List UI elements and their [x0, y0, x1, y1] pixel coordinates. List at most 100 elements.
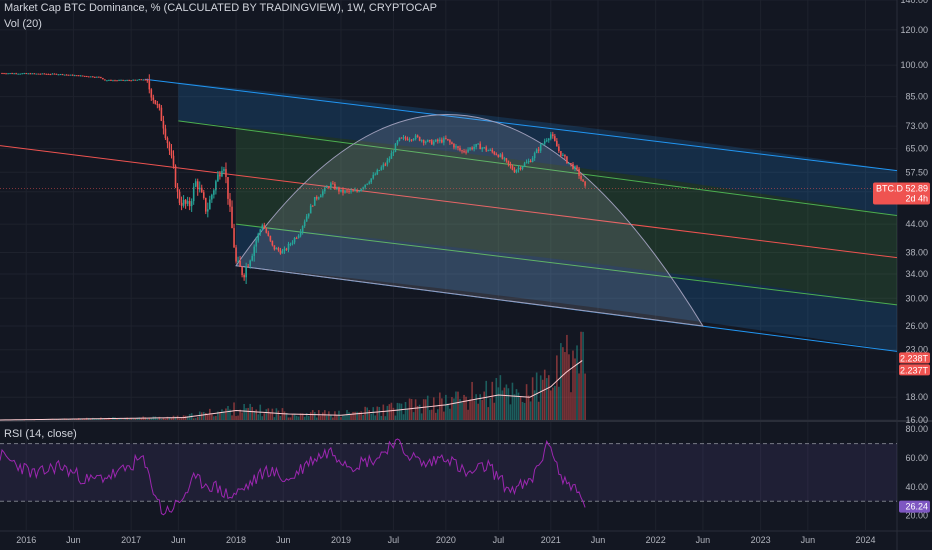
- candle-body: [402, 137, 405, 139]
- candle-body: [342, 189, 344, 193]
- volume-bar: [372, 407, 375, 420]
- volume-bar: [570, 392, 572, 420]
- volume-bar: [196, 416, 199, 420]
- volume-bar: [481, 399, 483, 420]
- volume-bar: [215, 415, 217, 420]
- volume-bar: [554, 385, 556, 420]
- rsi-band-fill: [0, 443, 897, 502]
- candle-body: [51, 73, 54, 75]
- volume-bar: [200, 412, 203, 420]
- candle-body: [223, 169, 225, 171]
- volume-bar: [285, 412, 288, 420]
- volume-bar: [330, 415, 332, 420]
- candle-body: [467, 149, 469, 152]
- candle-body: [124, 80, 126, 82]
- volume-bar: [537, 401, 540, 420]
- candle-body: [251, 255, 253, 261]
- candle-body: [414, 135, 417, 139]
- volume-bar: [255, 409, 258, 420]
- volume-bar: [265, 409, 268, 420]
- candle-body: [326, 187, 328, 189]
- candle-body: [412, 138, 415, 140]
- symbol-title[interactable]: Market Cap BTC Dominance, % (CALCULATED …: [4, 2, 437, 14]
- candle-body: [430, 140, 433, 145]
- volume-bar: [253, 411, 256, 420]
- candle-body: [580, 175, 582, 180]
- candle-body: [348, 190, 350, 192]
- candle-body: [49, 74, 52, 76]
- candle-body: [279, 250, 282, 254]
- candle-body: [182, 199, 185, 206]
- volume-bar: [477, 403, 479, 420]
- candle-body: [188, 201, 191, 207]
- candle-body: [96, 76, 98, 78]
- candle-body: [202, 192, 205, 198]
- rsi-legend[interactable]: RSI (14, close): [4, 428, 77, 440]
- candle-body: [408, 139, 411, 141]
- volume-bar: [360, 411, 362, 420]
- volume-bar: [584, 373, 586, 420]
- time-axis-label: Jun: [276, 535, 291, 545]
- candle-body: [560, 151, 562, 156]
- candle-body: [148, 80, 151, 90]
- candle-body: [406, 138, 409, 141]
- volume-bar: [184, 415, 187, 420]
- price-axis-label: 34.00: [905, 269, 928, 279]
- candle-body: [420, 140, 423, 142]
- candle-body: [106, 80, 108, 82]
- candle-body: [267, 232, 270, 236]
- volume-bar: [223, 411, 225, 420]
- volume-bar: [471, 381, 473, 420]
- volume-bar: [443, 411, 445, 420]
- candle-body: [285, 248, 288, 250]
- volume-bar: [313, 412, 316, 420]
- volume-bar: [136, 417, 138, 420]
- candle-body: [465, 151, 467, 153]
- candle-body: [221, 170, 223, 177]
- volume-bar: [414, 399, 417, 420]
- volume-bar: [106, 418, 108, 420]
- volume-legend[interactable]: Vol (20): [4, 18, 42, 30]
- symbol-label: BTC.D: [876, 183, 904, 193]
- volume-bar: [366, 407, 368, 420]
- volume-bar: [231, 415, 233, 420]
- candle-body: [98, 76, 100, 78]
- candle-body: [447, 138, 449, 141]
- candle-body: [338, 187, 340, 192]
- volume-bar: [227, 406, 229, 420]
- candle-body: [384, 164, 387, 166]
- volume-bar: [291, 414, 294, 420]
- volume-bar: [229, 409, 231, 420]
- candle-body: [311, 205, 314, 207]
- volume-bar: [132, 418, 134, 420]
- volume-bar: [396, 402, 399, 420]
- volume-bar: [535, 372, 538, 420]
- candle-body: [215, 181, 217, 191]
- candle-body: [297, 235, 300, 238]
- volume-bar: [334, 411, 336, 420]
- volume-bar: [166, 416, 169, 420]
- candle-body: [324, 187, 326, 192]
- candle-body: [388, 158, 391, 161]
- candle-body: [61, 74, 64, 76]
- volume-bar: [279, 415, 282, 420]
- volume-bar: [519, 396, 522, 420]
- candle-body: [239, 260, 241, 267]
- candle-body: [174, 165, 177, 188]
- volume-bar: [378, 406, 381, 420]
- volume-bar: [211, 414, 213, 420]
- candle-body: [196, 181, 199, 190]
- volume-bar: [192, 418, 195, 420]
- candle-body: [543, 141, 546, 144]
- volume-bar: [449, 408, 451, 420]
- candle-body: [168, 143, 171, 151]
- candle-body: [25, 73, 28, 75]
- candle-body: [545, 140, 548, 142]
- candle-body: [344, 190, 346, 193]
- candle-body: [9, 73, 11, 75]
- volume-bar: [562, 347, 564, 420]
- candle-body: [556, 140, 558, 147]
- volume-bar: [122, 419, 124, 420]
